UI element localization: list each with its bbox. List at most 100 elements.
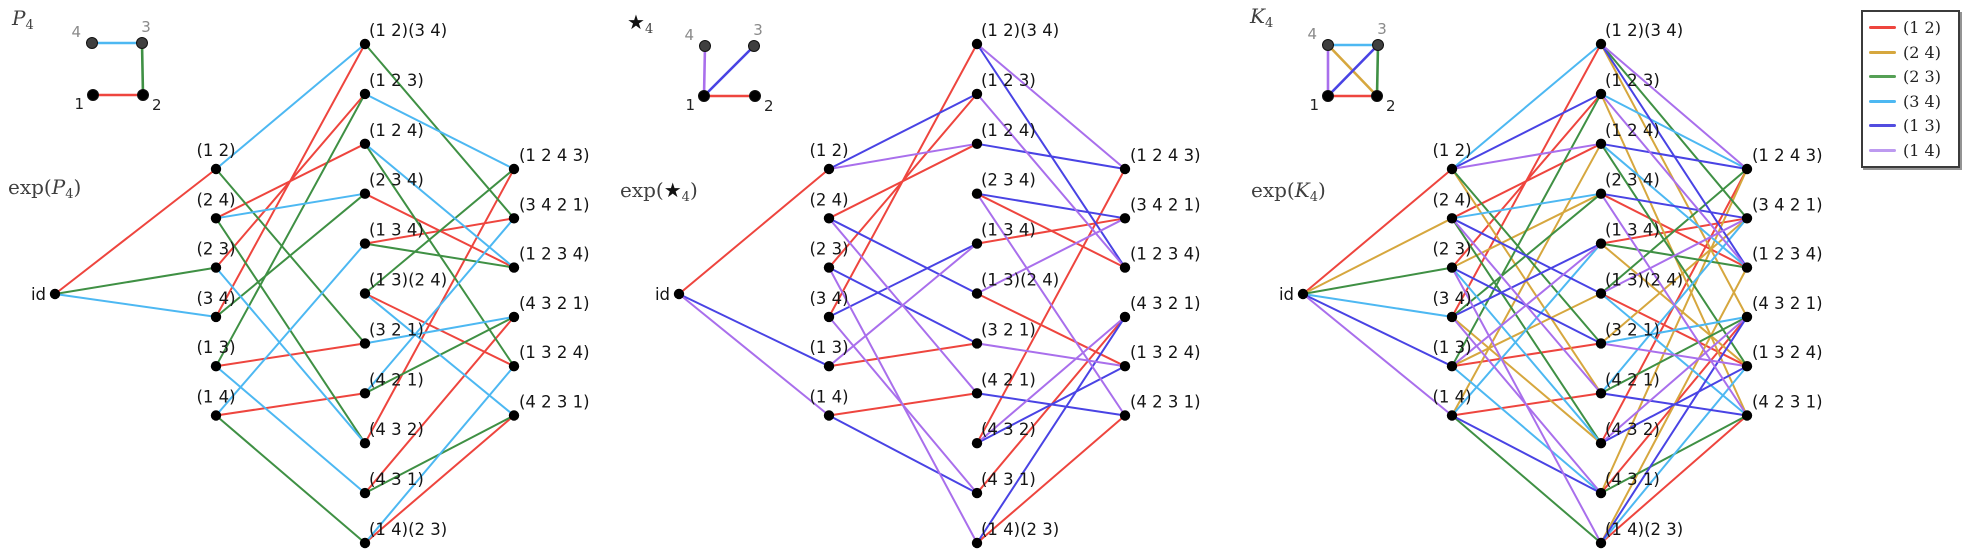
node-label-(2 4): (2 4) xyxy=(809,190,848,209)
legend-swatch-cyan xyxy=(1869,99,1896,103)
edge-t13 xyxy=(1451,414,1602,495)
edge-t13 xyxy=(976,142,1126,170)
inset-node-label-3: 3 xyxy=(753,21,763,39)
legend-label: (3 4) xyxy=(1903,91,1941,111)
node-(4 3 2 1) xyxy=(508,311,520,323)
node-(1 4) xyxy=(823,410,835,421)
node-label-(1 2 4): (1 2 4) xyxy=(981,121,1036,140)
edge-t14 xyxy=(828,142,978,170)
legend-swatch-red xyxy=(1869,26,1896,30)
node-(3 4) xyxy=(1446,311,1458,323)
inset-node-1 xyxy=(1322,90,1334,102)
edge-t14 xyxy=(976,315,1126,445)
edge-t23 xyxy=(1451,414,1602,544)
edge-t34 xyxy=(364,365,515,544)
node-label-(4 3 2): (4 3 2) xyxy=(981,420,1036,439)
edge-t13 xyxy=(1600,142,1748,170)
exp-prefix: exp( xyxy=(620,178,664,202)
node-label-(1 3 4): (1 3 4) xyxy=(981,221,1036,240)
node-label-(1 2): (1 2) xyxy=(1432,141,1471,160)
node-(3 2 1) xyxy=(1595,338,1607,349)
edge-t12 xyxy=(1600,414,1748,544)
edge-t14 xyxy=(678,293,830,417)
node-label-(3 4 2 1): (3 4 2 1) xyxy=(519,195,590,214)
edge-t23 xyxy=(1451,92,1602,368)
node-label-(1 2 4): (1 2 4) xyxy=(369,121,424,140)
node-label-(1 3 2 4): (1 3 2 4) xyxy=(1752,343,1823,362)
inset-node-2 xyxy=(749,90,761,102)
node-(1 2 4) xyxy=(971,138,983,149)
inset-node-label-2: 2 xyxy=(152,96,162,114)
node-label-(4 3 2): (4 3 2) xyxy=(1605,420,1660,439)
node-(1 2)(3 4) xyxy=(1595,38,1607,50)
node-label-id: id xyxy=(1279,285,1294,304)
edge-t14 xyxy=(1600,192,1748,417)
node-(4 2 1) xyxy=(971,388,983,399)
node-label-(4 3 1): (4 3 1) xyxy=(1605,470,1660,489)
node-(4 3 2 1) xyxy=(1741,311,1753,323)
node-(4 2 3 1) xyxy=(1741,410,1753,421)
node-label-(3 4 2 1): (3 4 2 1) xyxy=(1130,195,1201,214)
node-(1 2 3) xyxy=(971,88,983,100)
edge-t14 xyxy=(976,342,1126,368)
node-(2 3) xyxy=(210,262,222,273)
edge-t14 xyxy=(1600,315,1748,445)
node-label-(1 2 4 3): (1 2 4 3) xyxy=(1130,146,1201,165)
title-subscript: 4 xyxy=(1264,16,1274,31)
node-(1 4) xyxy=(1446,410,1458,421)
node-(1 2 3 4) xyxy=(1119,262,1131,273)
edge-t24 xyxy=(1302,217,1453,295)
title-symbol: K xyxy=(1250,4,1265,28)
panel-title-P4: P4 xyxy=(12,6,34,33)
panel-title-K4: K4 xyxy=(1250,4,1273,31)
node-label-(3 4 2 1): (3 4 2 1) xyxy=(1752,195,1823,214)
edge-t12 xyxy=(364,414,515,544)
inset-node-1 xyxy=(698,90,710,102)
exp-symbol: K xyxy=(1294,178,1310,202)
edge-t34 xyxy=(1600,315,1748,345)
edge-t14 xyxy=(1451,242,1602,368)
node-label-(4 2 3 1): (4 2 3 1) xyxy=(1752,393,1823,412)
node-label-(4 3 1): (4 3 1) xyxy=(369,470,424,489)
node-label-(1 2 3 4): (1 2 3 4) xyxy=(1130,245,1201,264)
legend-item: (3 4) xyxy=(1869,90,1958,112)
node-(4 2 3 1) xyxy=(1119,410,1131,421)
node-(4 2 1) xyxy=(1595,388,1607,399)
node-label-(1 4): (1 4) xyxy=(809,388,848,407)
node-label-(1 2 3): (1 2 3) xyxy=(981,71,1036,90)
node-(2 4) xyxy=(1446,213,1458,224)
node-label-(1 3)(2 4): (1 3)(2 4) xyxy=(1605,271,1683,290)
edge-t34 xyxy=(215,192,366,220)
inset-node-label-4: 4 xyxy=(71,23,81,41)
inset-node-label-2: 2 xyxy=(764,97,774,115)
edge-t34 xyxy=(54,293,217,318)
title-subscript: 4 xyxy=(644,22,654,37)
title-symbol: P xyxy=(12,6,26,30)
edge-t12 xyxy=(364,315,515,495)
inset-edge-t14 xyxy=(702,44,707,98)
node-(1 2) xyxy=(210,163,222,175)
panel-K4-edges xyxy=(1302,43,1748,544)
node-(1 2) xyxy=(1446,163,1458,175)
node-(1 2 3 4) xyxy=(1741,262,1753,273)
exp-subscript: 4 xyxy=(65,187,74,202)
edge-t14 xyxy=(976,92,1126,269)
node-label-(4 2 3 1): (4 2 3 1) xyxy=(1130,393,1201,412)
node-label-(4 2 1): (4 2 1) xyxy=(369,370,424,389)
node-(1 3)(2 4) xyxy=(1595,288,1607,299)
node-(3 4 2 1) xyxy=(1741,213,1753,224)
edge-t14 xyxy=(1600,92,1748,269)
node-(1 2)(3 4) xyxy=(359,38,371,50)
exp-symbol: P xyxy=(51,175,66,199)
edge-t34 xyxy=(1451,266,1602,445)
node-(1 4)(2 3) xyxy=(1595,537,1607,549)
edge-t12 xyxy=(976,217,1126,245)
node-label-(1 2)(3 4): (1 2)(3 4) xyxy=(1605,21,1683,40)
exp-subscript: 4 xyxy=(1309,190,1318,205)
edge-t12 xyxy=(54,168,217,295)
node-(1 3) xyxy=(210,361,222,372)
node-(1 2 4 3) xyxy=(1119,163,1131,175)
node-(1 4)(2 3) xyxy=(971,537,983,549)
